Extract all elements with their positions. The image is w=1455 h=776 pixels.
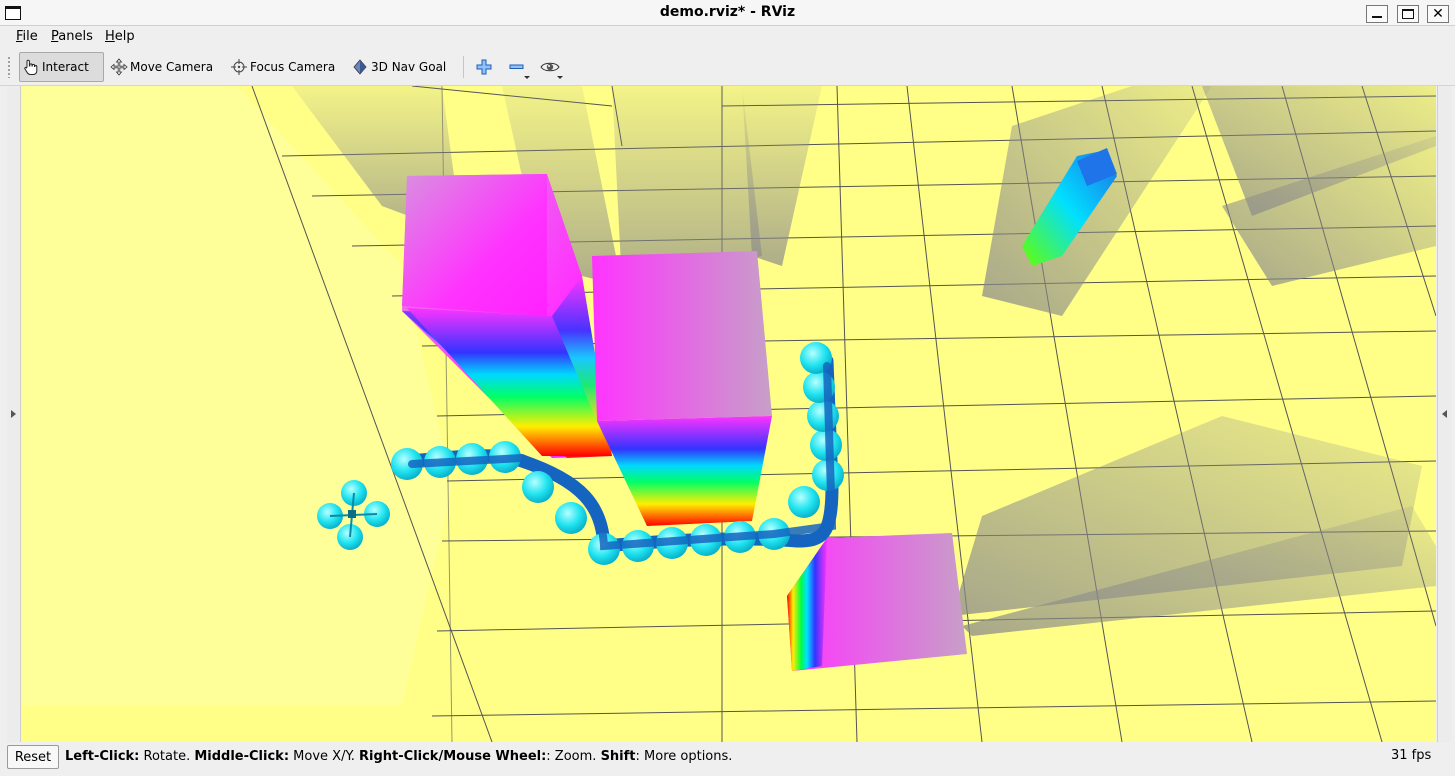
menu-help[interactable]: Help xyxy=(105,29,135,44)
obstacle-center xyxy=(592,251,772,526)
3d-scene[interactable] xyxy=(22,86,1436,742)
quadrotor-robot xyxy=(317,480,390,550)
tool-focus-camera-label: Focus Camera xyxy=(250,60,336,74)
menu-panels-mnemonic: P xyxy=(51,29,59,44)
menu-file[interactable]: File xyxy=(16,29,38,44)
hint-shift-text: : More options. xyxy=(635,749,733,764)
menu-panels-label: anels xyxy=(58,29,93,44)
hint-right-click-key: Right-Click/Mouse Wheel: xyxy=(359,749,547,764)
window-title: demo.rviz* - RViz xyxy=(659,4,796,20)
ground-plane-left xyxy=(22,86,452,706)
tool-3d-nav-goal-label: 3D Nav Goal xyxy=(371,60,447,74)
tool-focus-camera[interactable]: Focus Camera xyxy=(227,52,340,82)
eye-icon[interactable] xyxy=(539,56,561,78)
reset-button[interactable]: Reset xyxy=(7,745,59,769)
toolbar-separator xyxy=(463,56,464,78)
maximize-icon xyxy=(1398,6,1418,22)
hint-middle-click-key: Middle-Click: xyxy=(194,749,290,764)
hint-right-click-text: : Zoom. xyxy=(546,749,601,764)
minimize-button[interactable] xyxy=(1366,5,1388,23)
menu-file-mnemonic: F xyxy=(16,29,23,44)
minimize-icon xyxy=(1367,6,1387,22)
expand-right-icon xyxy=(11,410,16,418)
close-button[interactable]: ✕ xyxy=(1427,5,1449,23)
hand-pointer-icon xyxy=(24,59,38,75)
diamond-icon xyxy=(353,59,367,75)
menu-help-label: elp xyxy=(114,29,135,44)
tool-interact-label: Interact xyxy=(42,60,89,74)
minus-icon[interactable] xyxy=(506,56,528,78)
menu-panels[interactable]: Panels xyxy=(51,29,93,44)
tool-move-camera[interactable]: Move Camera xyxy=(107,52,218,82)
menu-bar: File Panels Help xyxy=(0,26,1455,48)
menu-help-mnemonic: H xyxy=(105,29,115,44)
right-dock-handle[interactable] xyxy=(1437,86,1451,742)
tool-interact[interactable]: Interact xyxy=(19,52,104,82)
hint-left-click-key: Left-Click: xyxy=(65,749,140,764)
tool-move-camera-label: Move Camera xyxy=(130,60,214,74)
render-viewport[interactable] xyxy=(22,86,1436,742)
mouse-hint: Left-Click: Rotate. Middle-Click: Move X… xyxy=(65,749,732,764)
menu-file-label: ile xyxy=(22,29,38,44)
close-icon: ✕ xyxy=(1432,6,1444,22)
chevron-down-icon[interactable] xyxy=(524,76,530,79)
toolbar-grip[interactable] xyxy=(7,56,11,78)
fps-counter: 31 fps xyxy=(1391,748,1432,763)
waypoints xyxy=(391,342,844,565)
expand-left-icon xyxy=(1442,410,1447,418)
chevron-down-icon[interactable] xyxy=(557,76,563,79)
crosshair-icon xyxy=(231,59,247,75)
hint-shift-key: Shift xyxy=(600,749,636,764)
small-obstacle xyxy=(1022,148,1117,266)
tool-3d-nav-goal[interactable]: 3D Nav Goal xyxy=(348,52,451,82)
status-bar: Reset Left-Click: Rotate. Middle-Click: … xyxy=(0,743,1455,776)
obstacle-left xyxy=(402,174,612,458)
left-dock-handle[interactable] xyxy=(7,86,21,742)
hint-left-click-text: Rotate. xyxy=(139,749,195,764)
tools-toolbar: Interact Move Camera Focus Camera 3D Nav… xyxy=(0,48,1455,86)
plus-icon[interactable] xyxy=(473,56,495,78)
maximize-button[interactable] xyxy=(1397,5,1419,23)
hint-middle-click-text: Move X/Y. xyxy=(289,749,360,764)
obstacle-lower-right xyxy=(787,533,967,671)
move-arrows-icon xyxy=(110,58,128,76)
title-bar: demo.rviz* - RViz ✕ xyxy=(0,0,1455,26)
window-icon xyxy=(5,6,21,20)
